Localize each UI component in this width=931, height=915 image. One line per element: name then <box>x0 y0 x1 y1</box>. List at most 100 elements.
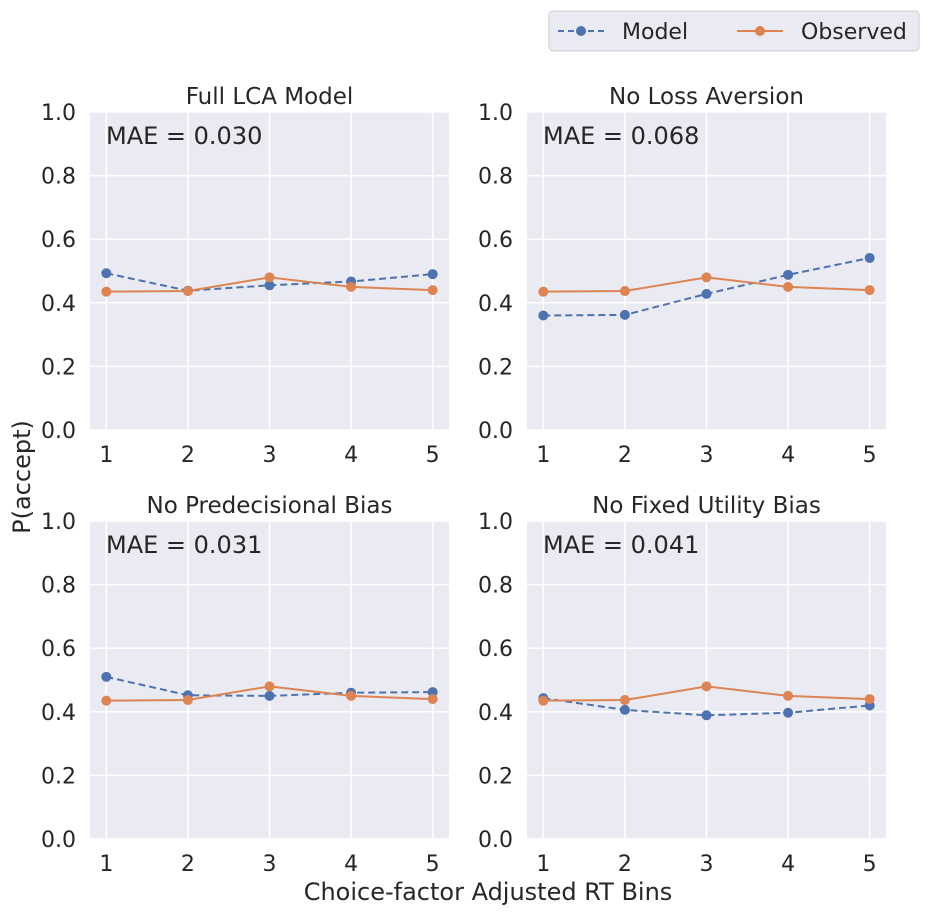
y-tick-label: 1.0 <box>41 510 76 535</box>
y-tick-label: 0.8 <box>478 574 513 599</box>
y-tick-label: 0.2 <box>41 764 76 789</box>
y-tick-label: 0.2 <box>478 355 513 380</box>
data-point-model <box>538 310 549 321</box>
data-point-model <box>701 288 712 299</box>
y-tick-label: 0.6 <box>41 637 76 662</box>
x-tick-label: 4 <box>344 443 358 468</box>
mae-annotation: MAE = 0.031 <box>106 531 262 559</box>
x-tick-label: 5 <box>863 443 877 468</box>
data-point-model <box>264 690 275 701</box>
data-point-observed <box>783 281 794 292</box>
legend-observed-marker <box>755 26 765 36</box>
panel-title: No Predecisional Bias <box>146 493 392 519</box>
data-point-observed <box>783 690 794 701</box>
legend-frame <box>548 10 920 52</box>
x-tick-label: 2 <box>618 443 632 468</box>
y-tick-label: 0.0 <box>478 419 513 444</box>
data-point-observed <box>264 272 275 283</box>
x-tick-label: 5 <box>426 443 440 468</box>
y-tick-label: 1.0 <box>478 101 513 126</box>
x-tick-label: 4 <box>344 852 358 877</box>
y-tick-label: 0.6 <box>478 228 513 253</box>
x-tick-label: 3 <box>263 852 277 877</box>
x-axis-label: Choice-factor Adjusted RT Bins <box>304 878 673 906</box>
y-tick-label: 0.8 <box>478 165 513 190</box>
y-tick-label: 0.8 <box>41 574 76 599</box>
data-point-observed <box>538 286 549 297</box>
x-tick-label: 5 <box>426 852 440 877</box>
data-point-observed <box>538 695 549 706</box>
x-tick-label: 2 <box>181 443 195 468</box>
panel-1: 0.0 0.2 0.4 0.6 0.8 1.0 1 2 3 4 5 Full LCA Model MAE… <box>41 84 449 468</box>
y-tick-label: 0.4 <box>478 701 513 726</box>
x-tick-label: 1 <box>536 852 550 877</box>
x-tick-label: 2 <box>618 852 632 877</box>
data-point-observed <box>619 695 630 706</box>
y-tick-label: 0.8 <box>41 165 76 190</box>
data-point-observed <box>864 694 875 705</box>
data-point-model <box>864 252 875 263</box>
y-axis-label: P(accept) <box>8 420 36 534</box>
panels: 0.0 0.2 0.4 0.6 0.8 1.0 1 2 3 4 5 Full LCA Model MAE… <box>41 84 886 877</box>
y-tick-label: 1.0 <box>41 101 76 126</box>
data-point-model <box>783 707 794 718</box>
x-tick-label: 3 <box>263 443 277 468</box>
y-tick-label: 0.2 <box>478 764 513 789</box>
data-point-model <box>427 269 438 280</box>
y-tick-label: 0.6 <box>478 637 513 662</box>
data-point-observed <box>619 286 630 297</box>
legend-model-label: Model <box>622 20 688 45</box>
x-tick-label: 4 <box>781 443 795 468</box>
data-point-observed <box>346 281 357 292</box>
panel-3: 0.0 0.2 0.4 0.6 0.8 1.0 1 2 3 4 5 No Predecisional … <box>41 493 449 877</box>
data-point-observed <box>101 286 112 297</box>
y-tick-label: 0.4 <box>41 701 76 726</box>
data-point-observed <box>701 272 712 283</box>
data-point-model <box>619 704 630 715</box>
data-point-observed <box>346 690 357 701</box>
x-tick-label: 3 <box>700 443 714 468</box>
y-tick-label: 1.0 <box>478 510 513 535</box>
panel-4: 0.0 0.2 0.4 0.6 0.8 1.0 1 2 3 4 5 No Fixed Utility … <box>478 493 886 877</box>
data-point-observed <box>182 695 193 706</box>
data-point-model <box>619 309 630 320</box>
legend: Model Observed <box>548 10 920 52</box>
data-point-observed <box>182 286 193 297</box>
y-tick-label: 0.0 <box>41 419 76 444</box>
panel-2: 0.0 0.2 0.4 0.6 0.8 1.0 1 2 3 4 5 No Loss Aversion M… <box>478 84 886 468</box>
legend-model-marker <box>576 26 586 36</box>
data-point-observed <box>427 694 438 705</box>
mae-annotation: MAE = 0.030 <box>106 122 262 150</box>
x-tick-label: 1 <box>99 852 113 877</box>
data-point-model <box>427 687 438 698</box>
data-point-observed <box>864 285 875 296</box>
mae-annotation: MAE = 0.068 <box>543 122 699 150</box>
y-tick-label: 0.0 <box>478 828 513 853</box>
legend-observed-label: Observed <box>801 20 907 45</box>
x-tick-label: 2 <box>181 852 195 877</box>
data-point-observed <box>427 285 438 296</box>
data-point-observed <box>701 681 712 692</box>
x-tick-label: 5 <box>863 852 877 877</box>
panel-title: No Loss Aversion <box>609 84 804 110</box>
data-point-model <box>783 269 794 280</box>
x-tick-label: 1 <box>99 443 113 468</box>
data-point-model <box>701 710 712 721</box>
data-point-model <box>101 671 112 682</box>
panel-title: No Fixed Utility Bias <box>592 493 821 519</box>
y-tick-label: 0.4 <box>478 292 513 317</box>
y-tick-label: 0.0 <box>41 828 76 853</box>
data-point-observed <box>101 695 112 706</box>
x-tick-label: 4 <box>781 852 795 877</box>
panel-title: Full LCA Model <box>186 84 354 110</box>
data-point-model <box>264 280 275 291</box>
y-tick-label: 0.6 <box>41 228 76 253</box>
y-tick-label: 0.4 <box>41 292 76 317</box>
y-tick-label: 0.2 <box>41 355 76 380</box>
data-point-model <box>101 268 112 279</box>
data-point-observed <box>264 681 275 692</box>
x-tick-label: 1 <box>536 443 550 468</box>
mae-annotation: MAE = 0.041 <box>543 531 699 559</box>
x-tick-label: 3 <box>700 852 714 877</box>
